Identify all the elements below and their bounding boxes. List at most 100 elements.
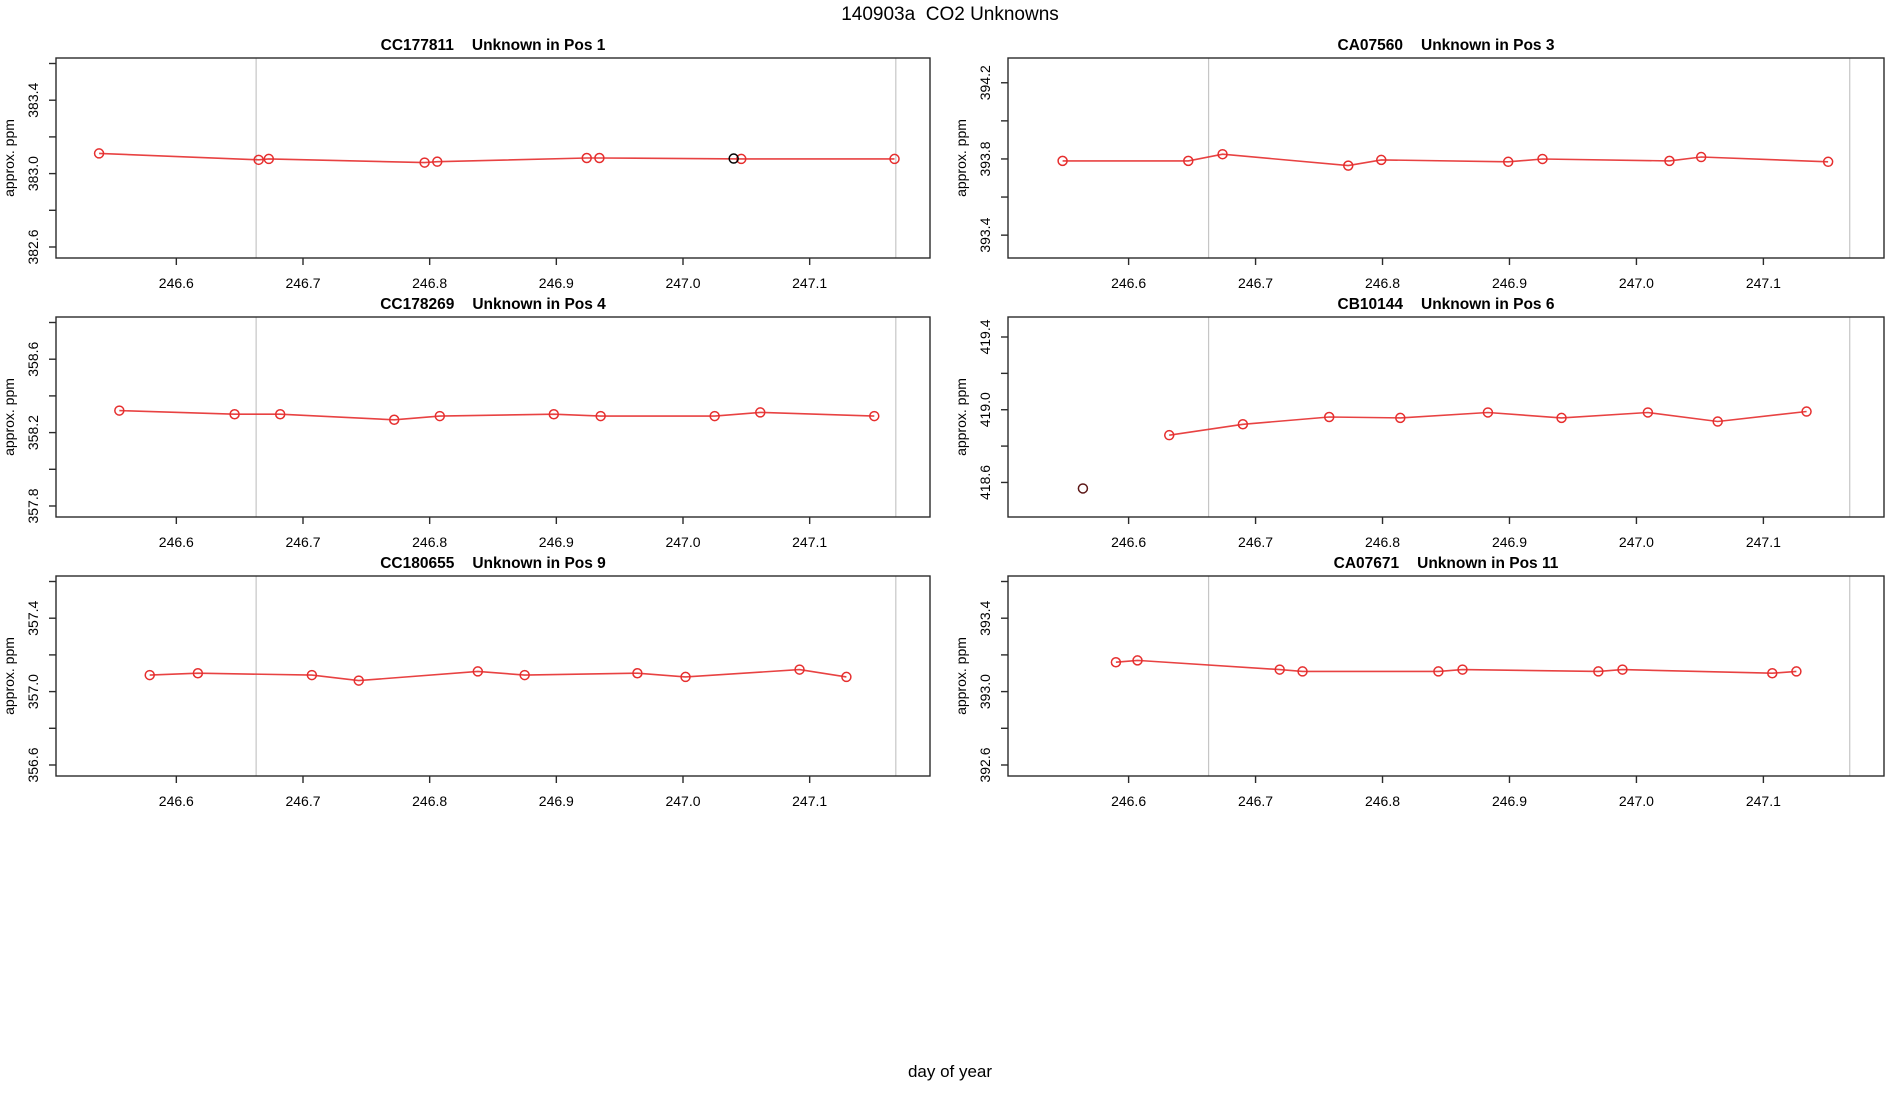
y-tick-label: 393.8 bbox=[977, 141, 993, 176]
y-tick-label: 358.6 bbox=[25, 341, 41, 376]
data-point-marker bbox=[1110, 656, 1122, 668]
data-point-marker bbox=[434, 410, 446, 422]
x-axis-title: day of year bbox=[907, 1062, 993, 1081]
plot-box bbox=[1007, 575, 1885, 777]
x-tick-label: 247.1 bbox=[792, 534, 827, 550]
y-axis-label: approx. ppm bbox=[1, 637, 17, 715]
x-tick-label: 246.6 bbox=[159, 793, 194, 809]
x-tick-label: 246.9 bbox=[1492, 534, 1527, 550]
plot-box bbox=[1007, 316, 1885, 518]
x-tick-label: 247.1 bbox=[1746, 534, 1781, 550]
series-line bbox=[149, 668, 847, 682]
y-axis-label: approx. ppm bbox=[953, 119, 969, 197]
plot-box bbox=[1007, 57, 1885, 259]
subplot-title: CC180655 Unknown in Pos 9 bbox=[380, 555, 606, 572]
data-point-marker bbox=[1323, 411, 1335, 423]
data-point-marker bbox=[306, 669, 318, 681]
data-point-marker bbox=[1457, 664, 1468, 675]
data-point-marker bbox=[353, 675, 364, 686]
subplot-cc180655: CC180655 Unknown in Pos 9 246.6 246.7 246.8 2… bbox=[1, 555, 931, 809]
data-point-marker bbox=[472, 666, 484, 677]
data-point-marker bbox=[1502, 156, 1514, 168]
x-tick-label: 246.6 bbox=[159, 534, 194, 550]
data-point-marker bbox=[1433, 666, 1444, 677]
data-point-marker bbox=[144, 669, 155, 681]
x-tick-label: 247.0 bbox=[665, 793, 700, 809]
y-tick-label: 419.4 bbox=[977, 319, 993, 354]
y-tick-label: 357.0 bbox=[25, 674, 41, 709]
x-tick-label: 246.7 bbox=[1238, 275, 1273, 291]
x-tick-label: 246.8 bbox=[412, 534, 447, 550]
flagged-point-marker bbox=[1077, 483, 1089, 494]
data-point-marker bbox=[1617, 664, 1628, 675]
data-point-marker bbox=[1395, 412, 1406, 424]
y-tick-label: 393.4 bbox=[977, 600, 993, 635]
x-tick-label: 246.7 bbox=[1238, 793, 1273, 809]
x-tick-label: 247.0 bbox=[1619, 534, 1654, 550]
x-tick-label: 246.7 bbox=[285, 793, 320, 809]
data-point-marker bbox=[419, 157, 430, 168]
x-tick-label: 246.7 bbox=[1238, 534, 1273, 550]
y-tick-label: 419.0 bbox=[977, 392, 993, 427]
y-tick-label: 356.6 bbox=[25, 747, 41, 782]
subplot-cc177811: CC177811 Unknown in Pos 1 246.6 246.7 246.8 2… bbox=[1, 37, 931, 291]
data-point-marker bbox=[869, 410, 880, 422]
data-point-marker bbox=[1791, 666, 1802, 677]
series-line bbox=[119, 409, 875, 421]
data-point-marker bbox=[1642, 407, 1654, 418]
data-point-marker bbox=[1767, 667, 1778, 679]
data-point-marker bbox=[1556, 412, 1567, 424]
flagged-point-marker bbox=[728, 153, 739, 164]
data-point-marker bbox=[1482, 407, 1494, 418]
x-tick-label: 247.1 bbox=[792, 275, 827, 291]
x-tick-label: 247.0 bbox=[1619, 275, 1654, 291]
data-point-marker bbox=[1712, 416, 1723, 427]
data-point-marker bbox=[709, 410, 720, 422]
y-tick-label: 394.2 bbox=[977, 65, 993, 100]
subplot-title: CB10144 Unknown in Pos 6 bbox=[1338, 296, 1555, 313]
plot-box bbox=[55, 57, 931, 259]
data-point-marker bbox=[114, 405, 125, 416]
x-tick-label: 247.1 bbox=[792, 793, 827, 809]
x-tick-label: 246.6 bbox=[1111, 275, 1146, 291]
data-point-marker bbox=[1274, 664, 1285, 675]
data-point-marker bbox=[274, 408, 286, 420]
y-axis-label: approx. ppm bbox=[953, 637, 969, 715]
y-axis-label: approx. ppm bbox=[1, 378, 17, 456]
data-point-marker bbox=[841, 671, 852, 683]
plot-box bbox=[55, 316, 931, 518]
x-tick-label: 246.9 bbox=[1492, 793, 1527, 809]
data-point-marker bbox=[1183, 155, 1194, 167]
y-tick-label: 383.4 bbox=[25, 82, 41, 117]
series-line bbox=[1169, 410, 1807, 436]
x-tick-label: 246.9 bbox=[1492, 275, 1527, 291]
x-tick-label: 246.8 bbox=[412, 275, 447, 291]
series-line bbox=[99, 152, 895, 164]
y-tick-label: 357.4 bbox=[25, 600, 41, 635]
subplot-ca07671: CA07671 Unknown in Pos 11 246.6 246.7 246.8 2… bbox=[953, 555, 1885, 809]
y-tick-label: 382.6 bbox=[25, 229, 41, 264]
data-point-marker bbox=[1822, 156, 1834, 168]
data-point-marker bbox=[1695, 151, 1707, 163]
data-point-marker bbox=[1057, 155, 1068, 167]
figure-title: 140903a CO2 Unknowns bbox=[841, 4, 1059, 25]
y-tick-label: 393.0 bbox=[977, 674, 993, 709]
y-tick-label: 357.8 bbox=[25, 488, 41, 523]
x-tick-label: 247.0 bbox=[665, 275, 700, 291]
data-point-marker bbox=[1297, 666, 1308, 677]
data-point-marker bbox=[1342, 160, 1354, 171]
subplot-title: CC177811 Unknown in Pos 1 bbox=[381, 37, 606, 54]
y-tick-label: 393.4 bbox=[977, 217, 993, 252]
x-tick-label: 246.7 bbox=[285, 275, 320, 291]
data-point-marker bbox=[736, 153, 747, 165]
data-point-marker bbox=[1163, 429, 1175, 441]
data-point-marker bbox=[1132, 655, 1143, 666]
data-point-marker bbox=[680, 671, 691, 683]
x-tick-label: 247.0 bbox=[665, 534, 700, 550]
x-tick-label: 246.8 bbox=[1365, 534, 1400, 550]
data-point-marker bbox=[1801, 406, 1812, 417]
x-tick-label: 247.1 bbox=[1746, 793, 1781, 809]
data-point-marker bbox=[229, 408, 240, 420]
